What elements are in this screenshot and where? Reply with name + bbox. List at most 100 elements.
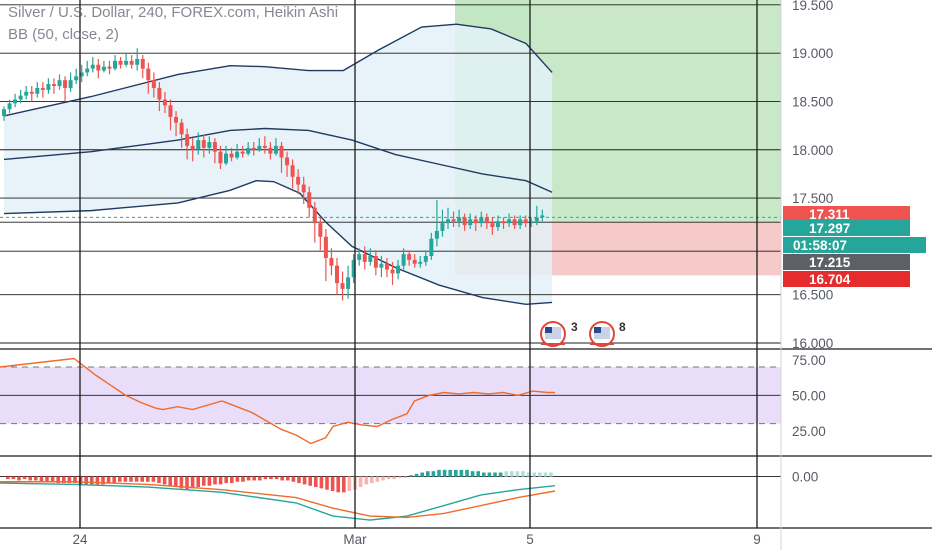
us-flag-event-icon[interactable] bbox=[589, 321, 615, 347]
macd-histogram-bar bbox=[202, 476, 206, 486]
macd-histogram-bar bbox=[526, 472, 531, 477]
price-axis[interactable]: 19.500 19.000 18.500 18.000 17.500 16.500 16.0… bbox=[780, 0, 833, 550]
candle-body bbox=[340, 283, 345, 289]
macd-histogram-bar bbox=[134, 476, 139, 482]
rsi-tick-label: 25.00 bbox=[792, 424, 826, 439]
macd-histogram-bar bbox=[224, 476, 228, 484]
macd-histogram-bar bbox=[280, 476, 284, 481]
macd-histogram-bar bbox=[493, 472, 497, 477]
macd-histogram-bar bbox=[95, 476, 100, 485]
macd-histogram-bar bbox=[330, 476, 335, 491]
macd-histogram-bar bbox=[11, 476, 16, 480]
macd-histogram-bar bbox=[151, 476, 156, 482]
candle-body bbox=[7, 103, 12, 110]
candle-body bbox=[85, 68, 90, 73]
macd-histogram-bar bbox=[381, 476, 385, 481]
macd-histogram-bar bbox=[67, 476, 72, 484]
candle-body bbox=[484, 217, 489, 224]
candle-body bbox=[457, 217, 462, 222]
macd-histogram-bar bbox=[431, 471, 436, 477]
macd-histogram-bar bbox=[123, 476, 128, 482]
price-gridlines bbox=[0, 4, 781, 344]
candle-body bbox=[335, 265, 339, 284]
macd-histogram-bar bbox=[6, 476, 10, 480]
candle-body bbox=[140, 58, 145, 69]
macd-histogram-bar bbox=[185, 476, 189, 490]
macd-histogram-bar bbox=[476, 471, 480, 477]
macd-histogram-bar bbox=[420, 472, 424, 477]
macd-histogram-bar bbox=[28, 476, 32, 481]
macd-histogram-bar bbox=[258, 476, 262, 481]
macd-histogram-bar bbox=[364, 476, 368, 485]
candles bbox=[2, 48, 545, 301]
chart-title: Silver / U.S. Dollar, 240, FOREX.com, He… bbox=[8, 4, 338, 21]
price-tick-label: 16.500 bbox=[792, 288, 833, 303]
price-tag-label: 01:58:07 bbox=[793, 238, 847, 253]
macd-histogram-bar bbox=[470, 471, 475, 477]
macd-histogram-bar bbox=[336, 476, 340, 493]
time-axis[interactable]: 24 Mar 5 9 bbox=[72, 532, 760, 547]
candle-body bbox=[218, 151, 223, 164]
candle-body bbox=[512, 219, 517, 226]
price-tag-label: 17.297 bbox=[809, 221, 850, 236]
candle-body bbox=[190, 145, 195, 150]
macd-histogram-bar bbox=[56, 476, 60, 484]
macd-histogram-bar bbox=[34, 476, 38, 481]
macd-histogram-bar bbox=[207, 476, 212, 486]
candle-body bbox=[251, 147, 256, 150]
candle-body bbox=[473, 219, 478, 224]
candle-body bbox=[495, 221, 500, 228]
rsi-tick-label: 75.00 bbox=[792, 353, 826, 368]
macd-pane[interactable]: 0.00 bbox=[0, 455, 932, 529]
macd-histogram-bar bbox=[213, 476, 217, 485]
candle-body bbox=[296, 176, 301, 185]
candle-body bbox=[462, 217, 467, 226]
price-tag-label: 17.215 bbox=[809, 255, 851, 270]
candle-body bbox=[29, 91, 34, 94]
macd-histogram-bar bbox=[140, 476, 144, 482]
macd-histogram-bar bbox=[179, 476, 184, 489]
macd-line bbox=[0, 482, 556, 521]
macd-histogram-bar bbox=[342, 476, 346, 493]
candle-body bbox=[235, 151, 240, 158]
price-tag-box bbox=[783, 254, 910, 270]
price-tag-label: 17.311 bbox=[809, 207, 850, 222]
candle-body bbox=[323, 236, 328, 258]
price-tick-label: 19.500 bbox=[792, 0, 833, 13]
candle-body bbox=[529, 221, 534, 224]
macd-histogram-bar bbox=[263, 476, 268, 480]
macd-histogram-bar bbox=[252, 476, 256, 481]
candle-body bbox=[279, 145, 284, 158]
rsi-pane[interactable]: 75.00 50.00 25.00 bbox=[0, 348, 932, 445]
candle-body bbox=[362, 254, 367, 262]
macd-histogram-bar bbox=[235, 476, 240, 482]
candle-body bbox=[212, 142, 217, 152]
candle-body bbox=[46, 84, 51, 90]
economic-events[interactable]: 3 8 bbox=[540, 320, 626, 347]
candle-body bbox=[273, 145, 278, 154]
macd-histogram-bar bbox=[291, 476, 296, 482]
macd-histogram-bar bbox=[325, 476, 329, 490]
macd-histogram-bar bbox=[73, 476, 77, 484]
candle-body bbox=[507, 219, 512, 224]
signal-line bbox=[0, 481, 556, 519]
price-pane[interactable] bbox=[0, 0, 781, 344]
candle-body bbox=[246, 147, 251, 154]
candle-body bbox=[401, 254, 406, 266]
candle-body bbox=[162, 99, 167, 106]
us-flag-event-icon[interactable] bbox=[540, 321, 566, 347]
bollinger-band-fill bbox=[4, 24, 553, 305]
session-separators bbox=[79, 0, 758, 528]
macd-histogram-bar bbox=[90, 476, 94, 485]
candle-body bbox=[534, 217, 539, 222]
macd-histogram-bar bbox=[515, 471, 520, 477]
candle-body bbox=[268, 147, 273, 154]
candle-body bbox=[107, 66, 112, 69]
candle-body bbox=[146, 68, 151, 81]
macd-histogram-bar bbox=[538, 472, 542, 477]
price-tag-box bbox=[783, 237, 926, 253]
rsi-tick-label: 50.00 bbox=[792, 388, 826, 403]
candle-body bbox=[357, 254, 362, 260]
candle-body bbox=[312, 207, 317, 224]
candle-body bbox=[35, 87, 40, 94]
